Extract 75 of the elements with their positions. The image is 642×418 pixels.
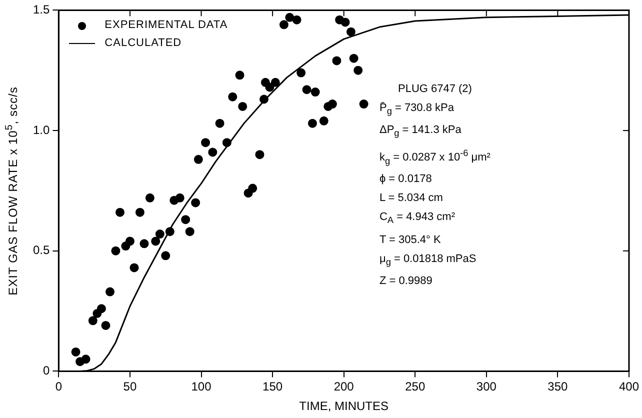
y-tick-label: 0.5 (32, 243, 50, 258)
point (296, 68, 306, 78)
point (81, 354, 90, 364)
point (259, 94, 268, 104)
x-tick-label: 400 (618, 380, 640, 394)
point (161, 251, 170, 260)
x-tick-label: 300 (476, 380, 497, 394)
point (248, 184, 258, 193)
point (145, 193, 154, 202)
x-tick-label: 0 (55, 380, 62, 394)
point (228, 92, 238, 102)
point (222, 138, 232, 148)
annotation: μ$_{g}$ = 0.01818 mPaS (379, 252, 478, 269)
x-tick-label: 150 (262, 380, 283, 394)
point (319, 116, 328, 126)
point (255, 150, 264, 160)
point (96, 304, 106, 314)
point (101, 320, 110, 330)
annotation: P̄$_{g}$ = 730.8 kPa (379, 101, 455, 118)
point (201, 138, 210, 148)
point (308, 118, 317, 128)
annotation: ΔP$_{g}$ = 141.3 kPa (379, 123, 462, 141)
x-tick-label: 350 (548, 380, 568, 394)
point (346, 27, 356, 36)
x-tick-label: 250 (405, 380, 426, 394)
y-tick-label: 1.0 (32, 122, 50, 137)
point (125, 236, 134, 246)
annotation: k$_{g}$ = 0.0287 x 10$^{-6}$ μm² (379, 146, 490, 168)
point (285, 12, 294, 22)
x-axis-title: TIME, MINUTES (299, 399, 389, 414)
point (270, 78, 280, 87)
y-tick-label: 1.5 (32, 2, 50, 17)
annotation: ϕ = 0.0178 (379, 172, 433, 188)
point (185, 227, 194, 236)
point (111, 246, 120, 256)
point (194, 154, 203, 164)
annotation: L = 5.034 cm (379, 191, 444, 206)
annotation: PLUG 6747 (2) (396, 82, 473, 98)
x-tick-label: 50 (123, 380, 137, 394)
point (208, 148, 218, 157)
point (135, 208, 144, 217)
point (106, 287, 115, 296)
point (349, 54, 358, 63)
point (155, 230, 164, 239)
legend-label: CALCULATED (104, 37, 182, 50)
point (302, 85, 312, 94)
point (165, 227, 174, 236)
point (215, 118, 224, 128)
point (292, 15, 302, 24)
point (238, 102, 248, 111)
point (151, 236, 160, 246)
point (328, 100, 337, 109)
point (235, 70, 244, 80)
point (181, 215, 190, 224)
point (130, 263, 139, 272)
point (279, 20, 288, 30)
annotation: C$_{A}$ = 4.943 cm² (379, 210, 456, 228)
x-tick-label: 200 (334, 380, 354, 394)
point (191, 198, 200, 208)
point (88, 316, 98, 326)
annotation: T = 305.4° K (379, 232, 442, 248)
point (140, 239, 149, 248)
point (332, 56, 342, 66)
point (340, 18, 350, 27)
point (115, 208, 124, 217)
legend-label: EXPERIMENTAL DATA (104, 19, 228, 32)
point (71, 347, 80, 356)
point (354, 66, 363, 75)
x-tick-label: 100 (191, 380, 212, 394)
point (359, 100, 368, 109)
annotation: Z = 0.9989 (379, 274, 434, 289)
point (310, 88, 320, 97)
y-tick-label: 0 (42, 364, 50, 378)
point (265, 82, 274, 92)
point (175, 193, 184, 202)
